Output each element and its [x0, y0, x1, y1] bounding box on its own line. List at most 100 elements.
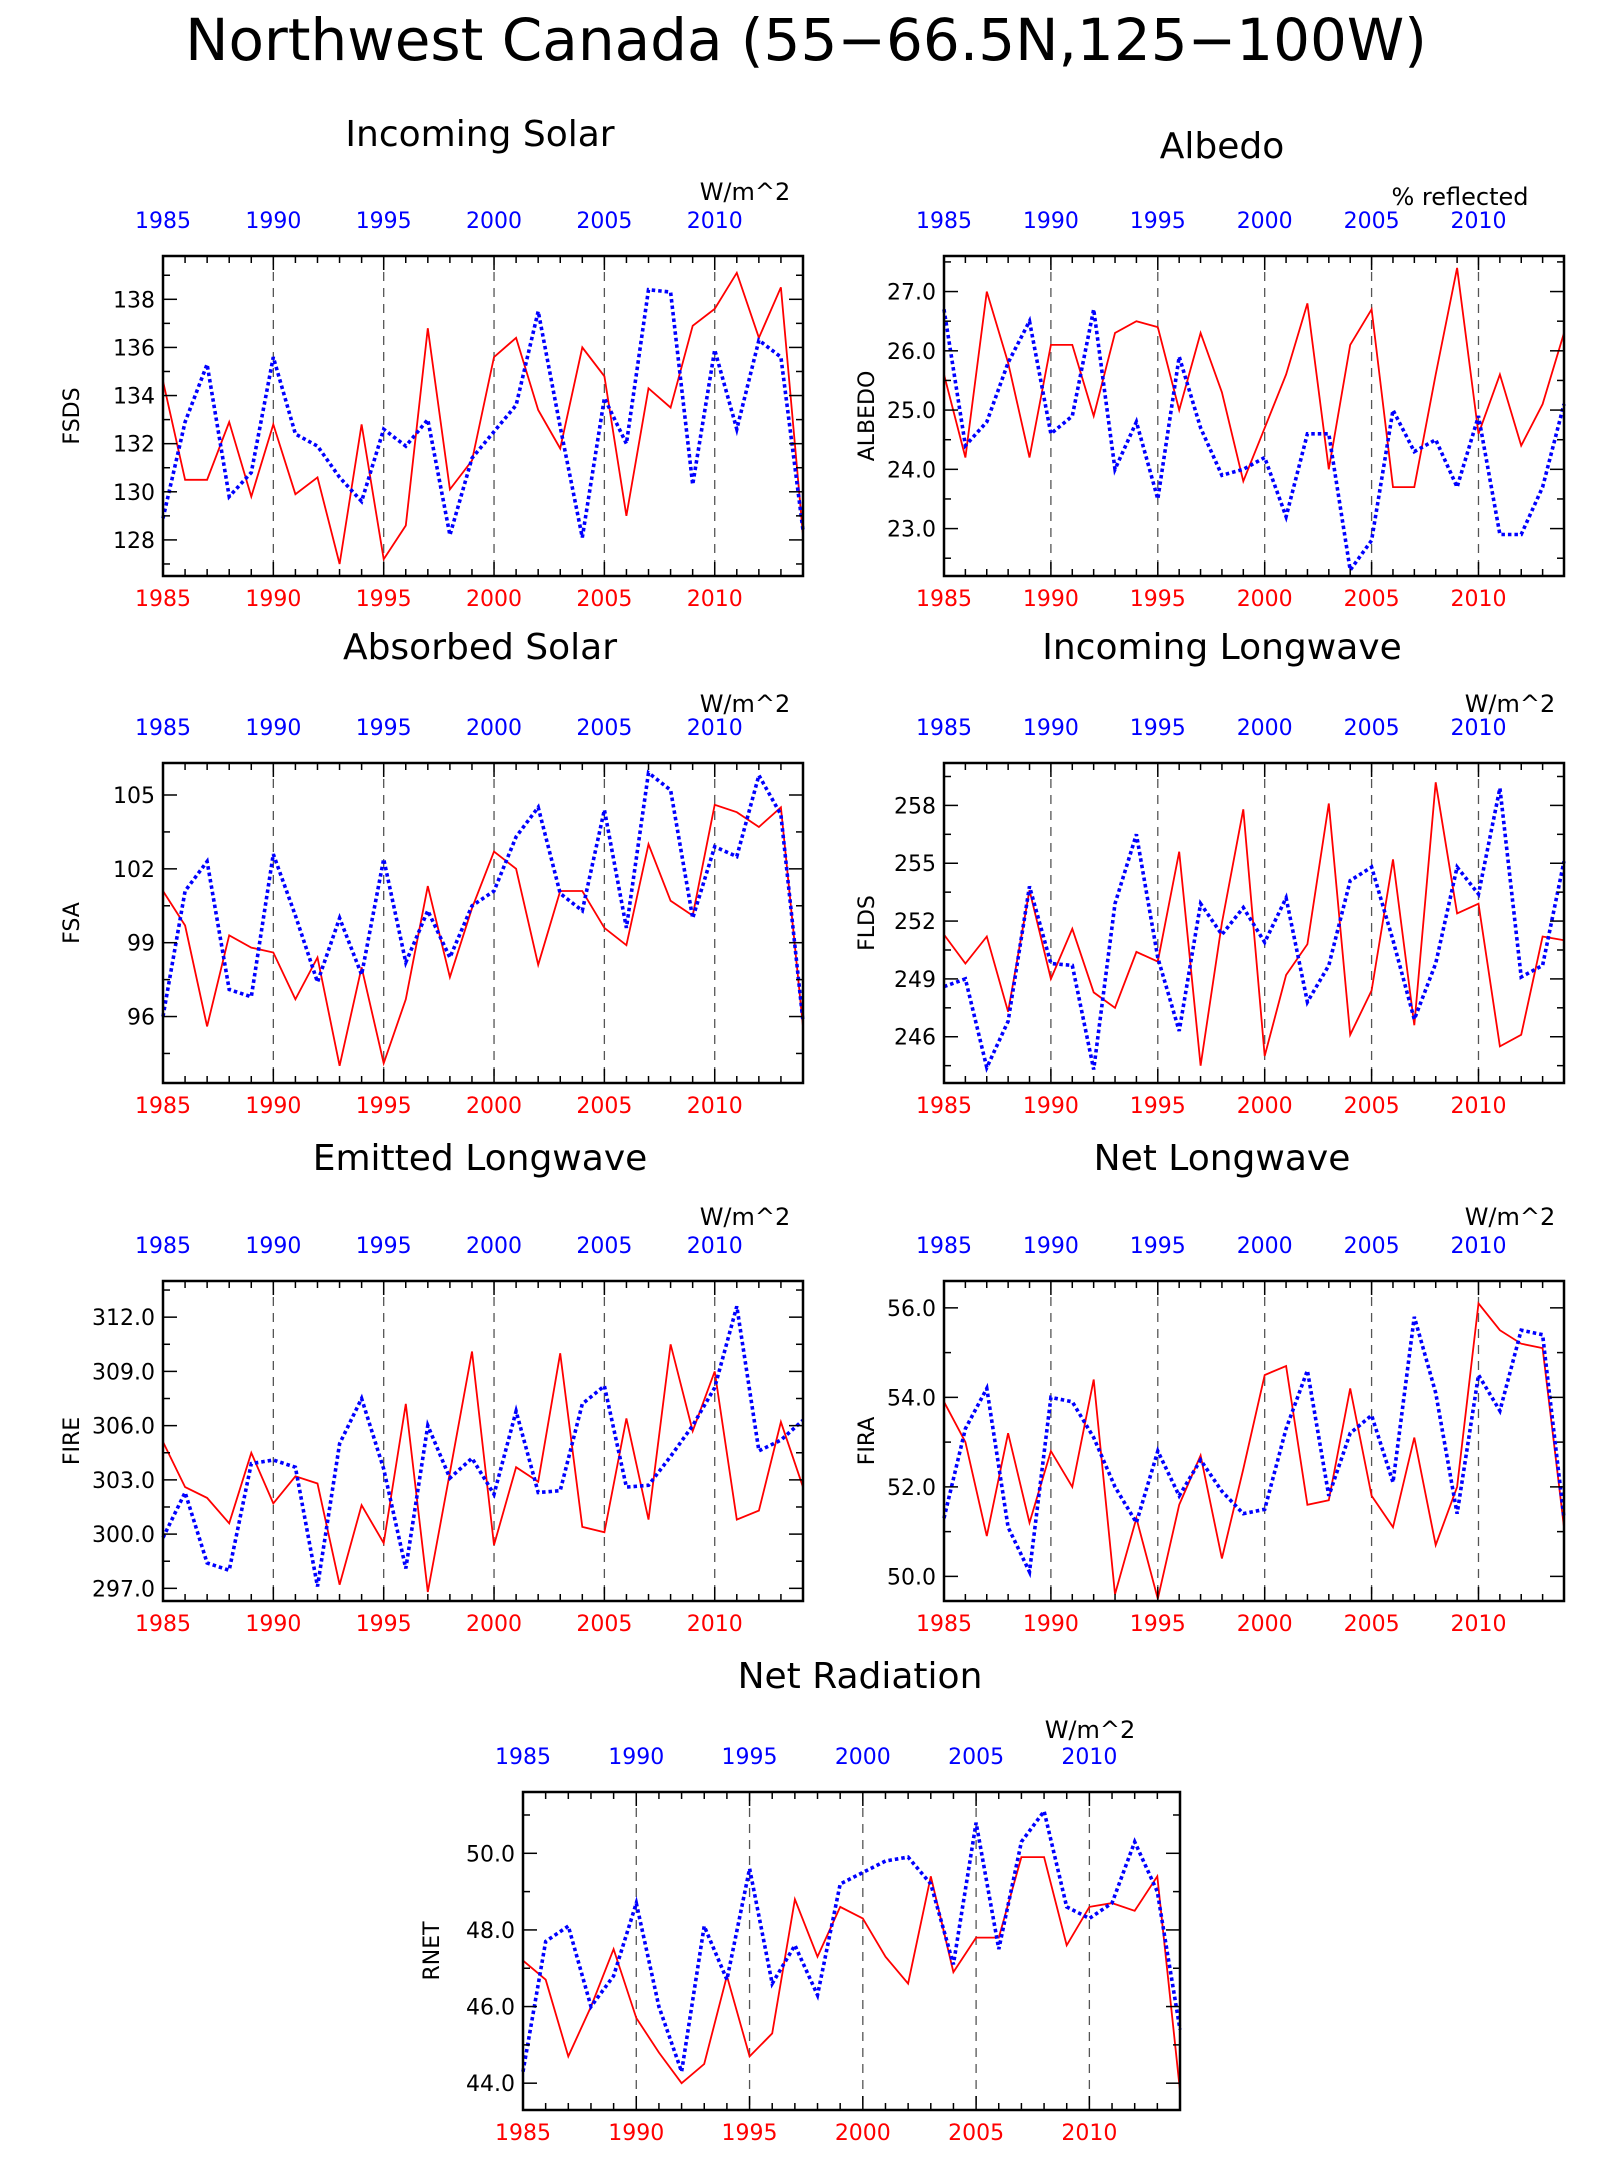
x-tick-label-top: 1990 [1023, 209, 1079, 234]
x-tick-label-top: 2010 [687, 1234, 743, 1259]
plot-frame [942, 1279, 1566, 1603]
x-tick-label-top: 1985 [916, 209, 972, 234]
y-tick-label: 309.0 [92, 1360, 155, 1385]
series-line-blue-dotted [161, 769, 805, 1022]
units-label: W/m^2 [700, 690, 791, 718]
x-tick-label-bottom: 1995 [1130, 1094, 1186, 1119]
x-tick-label-top: 2005 [948, 1745, 1004, 1770]
x-tick-label-top: 2010 [687, 716, 743, 741]
y-tick-label: 105 [113, 784, 155, 809]
x-tick-label-top: 1995 [1130, 1234, 1186, 1259]
x-tick-label-bottom: 2000 [466, 587, 522, 612]
x-tick-label-top: 1995 [1130, 209, 1186, 234]
y-tick-label: 303.0 [92, 1469, 155, 1494]
x-tick-label-bottom: 1990 [1023, 1612, 1079, 1637]
x-tick-label-top: 1985 [135, 209, 191, 234]
x-tick-label-bottom: 1990 [245, 587, 301, 612]
chart-title: Albedo [1160, 126, 1285, 167]
x-tick-label-bottom: 1995 [1130, 587, 1186, 612]
series-line-blue-dotted [161, 287, 805, 538]
x-tick-label-bottom: 1990 [245, 1612, 301, 1637]
x-tick-label-bottom: 2010 [1450, 587, 1506, 612]
y-tick-label: 132 [113, 433, 155, 458]
units-label: W/m^2 [1045, 1716, 1136, 1744]
y-tick-label: 26.0 [887, 340, 936, 365]
x-tick-label-top: 2000 [1237, 209, 1293, 234]
y-tick-label: 52.0 [887, 1476, 936, 1501]
chart-fira: Net Longwave W/m^2 1985 1990 1995 2000 2005 201… [855, 1138, 1566, 1637]
y-tick-label: 96 [127, 1006, 155, 1031]
x-tick-label-top: 2005 [1344, 1234, 1400, 1259]
y-axis-label: FSA [60, 902, 85, 944]
x-tick-label-bottom: 2005 [1344, 1612, 1400, 1637]
y-tick-label: 56.0 [887, 1297, 936, 1322]
x-tick-label-top: 2000 [1237, 1234, 1293, 1259]
units-label: W/m^2 [1465, 690, 1556, 718]
x-tick-label-top: 2010 [1061, 1745, 1117, 1770]
chart-title: Incoming Solar [345, 114, 614, 155]
y-tick-label: 50.0 [887, 1565, 936, 1590]
y-axis-label: FSDS [60, 387, 85, 444]
y-tick-label: 134 [113, 385, 155, 410]
plot-frame [161, 254, 805, 578]
x-tick-label-top: 1990 [1023, 1234, 1079, 1259]
y-axis-label: ALBEDO [855, 371, 880, 462]
x-tick-label-bottom: 2010 [1061, 2121, 1117, 2146]
x-tick-label-bottom: 2000 [1237, 1612, 1293, 1637]
x-tick-label-bottom: 1995 [1130, 1612, 1186, 1637]
series-line-blue-dotted [161, 1305, 805, 1587]
chart-fsa: Absorbed Solar W/m^2 1985 1990 1995 2000 2005 2… [60, 627, 805, 1119]
y-tick-label: 50.0 [466, 1842, 515, 1867]
y-tick-label: 312.0 [92, 1306, 155, 1331]
y-tick-label: 24.0 [887, 458, 936, 483]
x-tick-label-bottom: 1985 [916, 587, 972, 612]
x-tick-label-top: 2005 [1344, 209, 1400, 234]
series-line-red-solid [943, 267, 1565, 489]
x-tick-label-bottom: 2010 [1450, 1612, 1506, 1637]
x-tick-label-bottom: 2000 [1237, 587, 1293, 612]
x-tick-label-top: 1985 [495, 1745, 551, 1770]
series-line-blue-dotted [521, 1807, 1182, 2073]
x-tick-label-top: 1995 [356, 1234, 412, 1259]
y-tick-label: 128 [113, 529, 155, 554]
x-tick-label-bottom: 2000 [1237, 1094, 1293, 1119]
x-tick-label-top: 2005 [576, 1234, 632, 1259]
y-tick-label: 136 [113, 336, 155, 361]
y-tick-label: 46.0 [466, 1996, 515, 2021]
chart-title: Net Longwave [1094, 1138, 1351, 1179]
y-tick-label: 130 [113, 481, 155, 506]
x-tick-label-bottom: 1985 [135, 1094, 191, 1119]
units-label: % reflected [1391, 183, 1528, 211]
series-line-red-solid [943, 782, 1565, 1066]
series-line-blue-dotted [942, 1316, 1566, 1579]
x-tick-label-bottom: 2005 [576, 1612, 632, 1637]
x-tick-label-top: 2005 [576, 716, 632, 741]
panels-group: Incoming Solar W/m^2 1985 1990 1995 2000 2005 2… [60, 114, 1566, 2146]
plot-frame [942, 254, 1566, 578]
x-tick-label-bottom: 1985 [135, 587, 191, 612]
x-tick-label-bottom: 2010 [687, 1094, 743, 1119]
units-label: W/m^2 [700, 178, 791, 206]
x-tick-label-bottom: 1985 [916, 1094, 972, 1119]
series-line-red-solid [162, 1344, 804, 1593]
series-line-blue-dotted [943, 787, 1566, 1074]
x-tick-label-bottom: 1990 [245, 1094, 301, 1119]
chart-title: Emitted Longwave [313, 1138, 648, 1179]
y-tick-label: 306.0 [92, 1415, 155, 1440]
y-tick-label: 23.0 [887, 518, 936, 543]
x-tick-label-top: 1995 [356, 209, 412, 234]
x-tick-label-top: 1990 [608, 1745, 664, 1770]
x-tick-label-bottom: 1985 [916, 1612, 972, 1637]
x-tick-label-top: 1990 [245, 209, 301, 234]
x-tick-label-bottom: 1990 [1023, 1094, 1079, 1119]
x-tick-label-top: 2000 [1237, 716, 1293, 741]
x-tick-label-top: 1995 [356, 716, 412, 741]
x-tick-label-top: 1990 [1023, 716, 1079, 741]
chart-fsds: Incoming Solar W/m^2 1985 1990 1995 2000 2005 2… [60, 114, 805, 612]
y-axis-label: FIRA [855, 1417, 880, 1466]
x-tick-label-bottom: 2005 [576, 1094, 632, 1119]
y-tick-label: 255 [894, 852, 936, 877]
x-tick-label-top: 1995 [1130, 716, 1186, 741]
chart-rnet: Net Radiation W/m^2 1985 1990 1995 2000 2005 20… [420, 1656, 1182, 2146]
x-tick-label-top: 1985 [135, 1234, 191, 1259]
